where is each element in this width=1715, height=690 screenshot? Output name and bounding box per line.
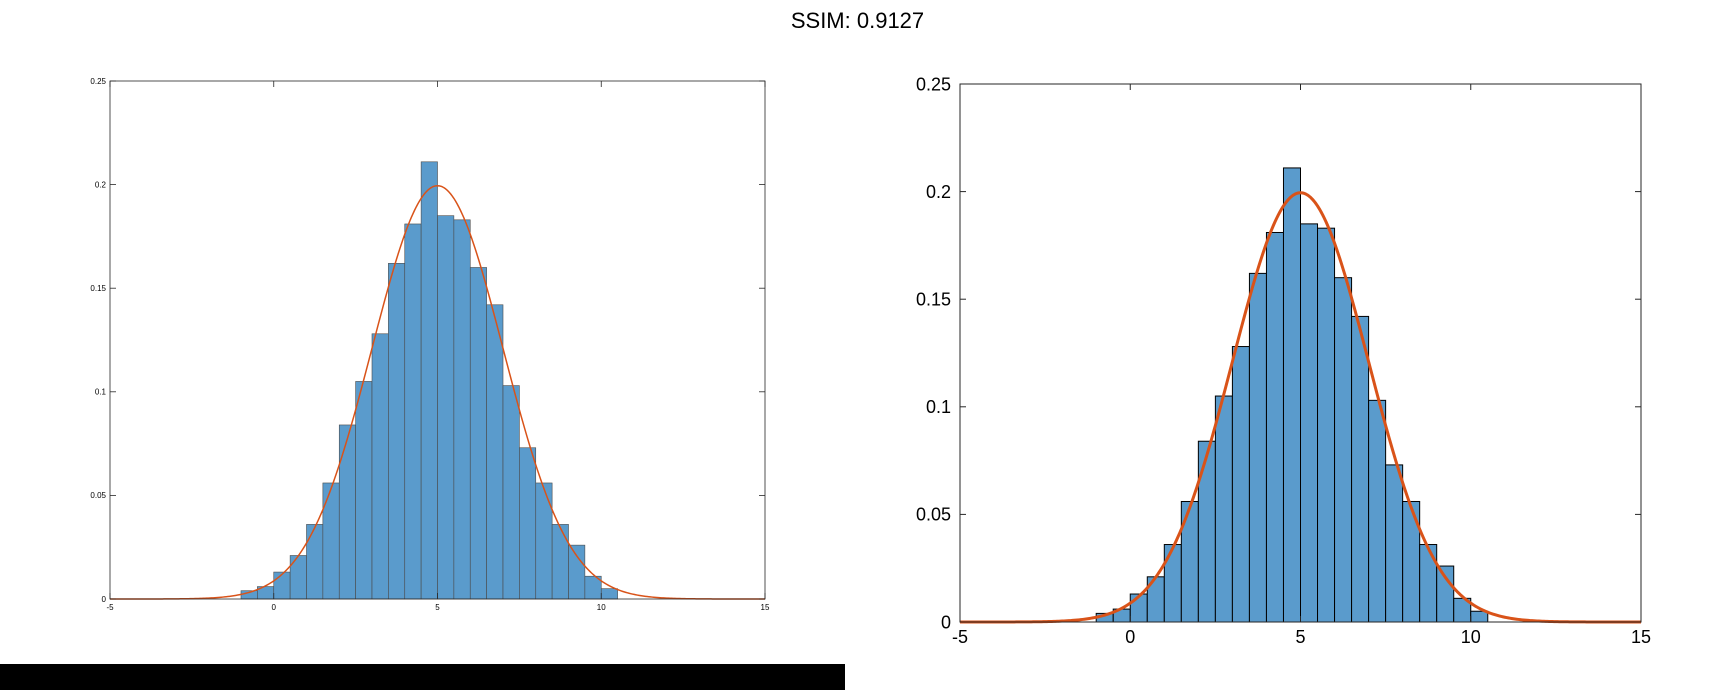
y-tick-label: 0: [102, 595, 107, 604]
histogram-bar: [1385, 464, 1404, 623]
histogram-bar: [1419, 544, 1438, 623]
histogram-bar: [1317, 227, 1336, 623]
histogram-bar: [1368, 399, 1387, 623]
x-tick-label: 0: [272, 603, 277, 612]
histogram-bar: [1265, 231, 1284, 623]
y-tick-label: 0.1: [926, 397, 951, 417]
y-tick-label: 0: [941, 612, 951, 632]
x-tick-label: 5: [1295, 627, 1305, 647]
y-tick-label: 0.2: [926, 182, 951, 202]
x-tick-label: -5: [106, 603, 114, 612]
y-tick-label: 0.15: [916, 290, 951, 310]
x-tick-label: -5: [952, 627, 968, 647]
histogram-bar: [1334, 277, 1353, 623]
y-tick-label: 0.25: [916, 74, 951, 94]
histogram-bar: [1163, 544, 1182, 623]
x-tick-label: 15: [1631, 627, 1651, 647]
x-tick-label: 10: [597, 603, 606, 612]
y-tick-label: 0.15: [90, 284, 106, 293]
histogram-bar: [1282, 167, 1301, 623]
x-tick-label: 0: [1125, 627, 1135, 647]
y-tick-label: 0.05: [90, 491, 106, 500]
histogram-bar: [1214, 395, 1233, 623]
black-bar: [0, 664, 845, 690]
histogram-bar: [1197, 440, 1216, 623]
y-tick-label: 0.05: [916, 505, 951, 525]
histogram-bar: [1248, 272, 1267, 623]
histogram-bar: [1470, 610, 1489, 623]
x-tick-label: 10: [1461, 627, 1481, 647]
y-tick-label: 0.2: [95, 180, 107, 189]
histogram-bar: [1436, 565, 1455, 623]
page-title: SSIM: 0.9127: [790, 8, 925, 33]
fit-curve: [110, 184, 765, 600]
y-tick-label: 0.1: [95, 388, 107, 397]
y-tick-label: 0.25: [90, 77, 106, 86]
x-tick-label: 5: [435, 603, 440, 612]
histogram-bar: [1231, 346, 1250, 623]
fit-curve: [960, 191, 1641, 624]
histogram-bar: [1351, 315, 1370, 623]
x-tick-label: 15: [761, 603, 770, 612]
histogram-bar: [1300, 223, 1319, 623]
